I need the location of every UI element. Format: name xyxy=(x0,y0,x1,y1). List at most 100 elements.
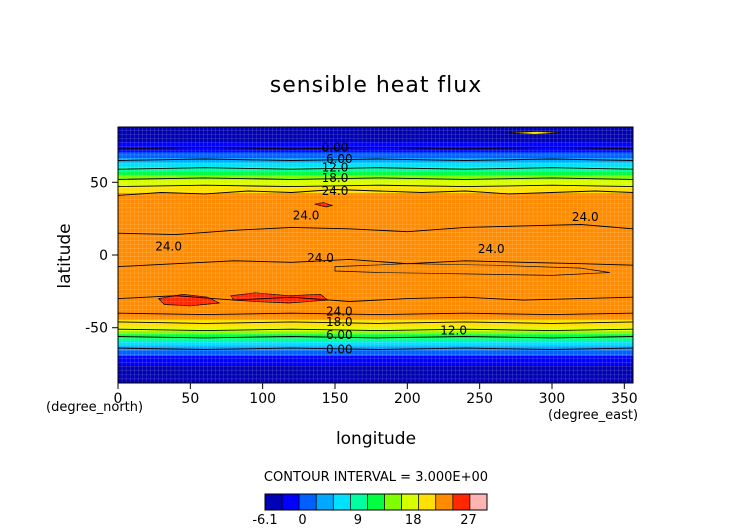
color-band xyxy=(118,259,633,262)
color-band xyxy=(118,260,633,263)
contour-line xyxy=(118,258,633,268)
color-band xyxy=(118,198,633,201)
color-band xyxy=(118,278,633,281)
color-band xyxy=(118,272,633,275)
color-band xyxy=(118,369,633,372)
color-band xyxy=(118,364,633,367)
color-band xyxy=(118,207,633,210)
color-band xyxy=(118,319,633,322)
color-band xyxy=(118,314,633,317)
contour-label: 24.0 xyxy=(478,242,505,256)
contour-line xyxy=(118,177,633,180)
contour-line xyxy=(118,321,633,324)
color-band xyxy=(118,368,633,371)
color-band xyxy=(118,298,633,301)
color-band xyxy=(118,375,633,378)
color-band xyxy=(118,304,633,307)
color-band xyxy=(118,140,633,143)
colorbar-swatch xyxy=(281,493,300,511)
color-band xyxy=(118,191,633,194)
color-band xyxy=(118,129,633,132)
color-band xyxy=(118,276,633,279)
color-band xyxy=(118,345,633,348)
color-band xyxy=(118,217,633,220)
color-band xyxy=(118,316,633,319)
color-band xyxy=(118,212,633,215)
color-band xyxy=(118,224,633,227)
contour-label: 18.0 xyxy=(326,315,353,329)
colorbar-tick-label: -6.1 xyxy=(252,513,277,528)
x-tick-label: 350 xyxy=(611,391,638,407)
color-band xyxy=(118,180,633,183)
color-band xyxy=(118,378,633,381)
color-band xyxy=(118,240,633,243)
colorbar-tick-label: 0 xyxy=(298,513,306,528)
color-band xyxy=(118,243,633,246)
color-band xyxy=(118,343,633,346)
color-band xyxy=(118,237,633,240)
color-band xyxy=(118,311,633,314)
colorbar-tick-label: 27 xyxy=(460,513,477,528)
color-band xyxy=(118,169,633,172)
contour-label: 6.00 xyxy=(326,152,353,166)
contour-line xyxy=(118,167,633,170)
x-unit-label: (degree_east) xyxy=(548,408,638,423)
y-tick-label: 0 xyxy=(99,248,108,264)
color-band xyxy=(118,359,633,362)
color-band xyxy=(118,214,633,217)
color-band xyxy=(118,324,633,327)
y-tick-label: -50 xyxy=(85,321,108,337)
contour-label: 24.0 xyxy=(307,251,334,265)
color-band xyxy=(118,127,633,130)
color-band xyxy=(118,148,633,151)
color-band xyxy=(118,279,633,282)
color-band xyxy=(118,282,633,285)
color-band xyxy=(118,310,633,313)
color-band xyxy=(118,202,633,205)
color-band xyxy=(118,218,633,221)
color-band xyxy=(118,141,633,144)
color-band xyxy=(118,297,633,300)
color-band xyxy=(118,367,633,370)
contour-label: 12.0 xyxy=(440,324,467,338)
y-axis-label: latitude xyxy=(55,223,75,288)
color-band xyxy=(118,351,633,354)
contour-label: 24.0 xyxy=(155,239,182,253)
color-band xyxy=(118,138,633,141)
color-band xyxy=(118,262,633,265)
color-band xyxy=(118,292,633,295)
color-band xyxy=(118,362,633,365)
colorbar-swatch xyxy=(332,493,351,511)
color-band xyxy=(118,161,633,164)
color-band xyxy=(118,183,633,186)
x-tick-label: 150 xyxy=(322,391,349,407)
color-band xyxy=(118,221,633,224)
color-band xyxy=(118,147,633,150)
color-band xyxy=(118,157,633,160)
x-tick-label: 300 xyxy=(539,391,566,407)
contour-label: 0.00 xyxy=(326,343,353,357)
color-band xyxy=(118,205,633,208)
colorbar-swatch xyxy=(315,493,334,511)
color-band xyxy=(118,241,633,244)
color-band xyxy=(118,326,633,329)
color-band xyxy=(118,289,633,292)
color-band xyxy=(118,255,633,258)
colorbar-swatch xyxy=(435,493,454,511)
color-band xyxy=(118,144,633,147)
x-tick-label: 100 xyxy=(249,391,276,407)
cool-patch xyxy=(508,131,560,135)
color-band xyxy=(118,172,633,175)
color-band xyxy=(118,327,633,330)
contour-line xyxy=(118,347,633,350)
color-band xyxy=(118,247,633,250)
color-band xyxy=(118,288,633,291)
color-band xyxy=(118,230,633,233)
color-band xyxy=(118,185,633,188)
color-band xyxy=(118,195,633,198)
color-band xyxy=(118,285,633,288)
colorbar-tick-label: 9 xyxy=(354,513,362,528)
color-band xyxy=(118,317,633,320)
color-band xyxy=(118,246,633,249)
